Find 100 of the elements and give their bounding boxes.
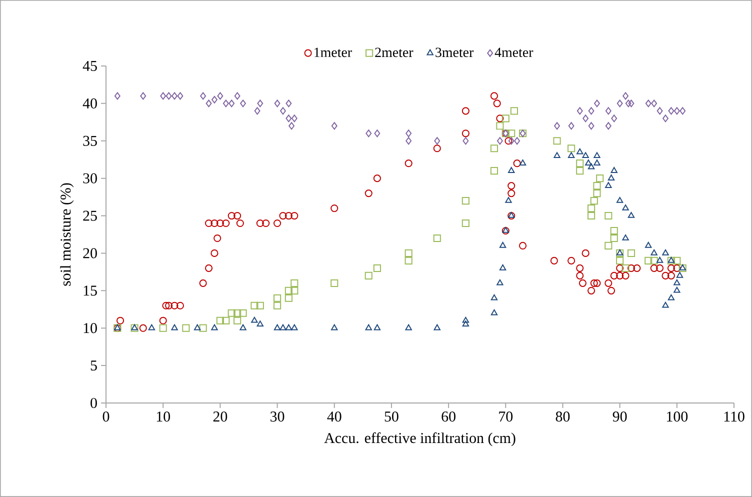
x-tick-label: 60 [442,412,456,422]
point [611,114,618,122]
point [240,324,246,330]
point [554,122,560,130]
point [373,264,381,272]
point [656,256,664,263]
point [576,167,584,175]
point [616,197,624,203]
point [159,324,167,332]
point [616,100,623,108]
x-tick-label: 20 [213,412,228,422]
point [222,316,230,324]
point [608,174,615,180]
point [251,316,258,323]
point [286,114,292,122]
point [148,324,156,330]
point [462,320,470,326]
point [228,309,236,317]
point [662,302,669,308]
point [668,294,675,300]
point [490,167,498,175]
point [365,324,372,330]
point [651,100,658,108]
point [140,92,146,100]
point [216,316,224,324]
point [284,286,292,294]
x-axis-title: Accu. effective infiltration (cm) [324,432,516,446]
point [273,294,282,302]
point [622,234,629,240]
point [171,324,178,330]
point [217,92,224,100]
point [286,100,292,108]
point [490,294,498,300]
point [628,212,635,218]
y-tick-label: 20 [83,248,97,258]
point [674,286,680,293]
point [576,160,584,168]
point [582,152,589,158]
point [434,324,440,330]
point [568,144,576,152]
point [510,107,518,115]
point [496,122,504,130]
point [676,272,684,278]
legend-label: 2meter [375,48,414,58]
point [462,197,470,205]
x-tick-label: 10 [156,412,170,422]
point [182,324,190,332]
point [462,219,470,228]
point [508,167,515,173]
y-tick-label: 0 [90,398,97,408]
y-tick-label: 15 [84,286,97,296]
point [627,249,636,257]
point [576,148,584,154]
legend-label: 4meter [494,48,534,58]
point [290,286,298,294]
point [628,100,634,108]
point [610,234,618,242]
y-tick-label: 45 [82,61,97,71]
point [610,167,618,173]
point [234,309,242,317]
point [505,197,512,203]
point [673,256,681,264]
point [604,242,612,250]
point [625,100,632,108]
point [588,122,594,130]
point [594,100,600,108]
point [499,242,506,248]
y-tick-label: 35 [83,136,97,146]
point [585,160,592,166]
point [662,114,668,122]
point [228,100,235,108]
point [211,324,218,330]
point [645,100,652,108]
point [519,160,526,166]
point [374,324,381,330]
point [280,107,286,115]
point [662,249,669,256]
point [644,256,652,264]
x-tick-label: 70 [499,412,513,422]
point [554,152,560,158]
point [587,204,596,212]
point [433,234,441,242]
point [514,137,520,145]
point [285,324,292,330]
x-tick-label: 110 [724,412,744,422]
x-tick-label: 80 [556,412,570,422]
point [680,107,686,115]
point [605,107,612,115]
x-tick-label: 40 [327,412,342,422]
point [588,163,595,170]
point [496,137,503,145]
point [462,137,469,145]
point [590,197,598,205]
point [374,130,380,138]
point [291,114,298,122]
point [222,100,229,108]
point [404,249,412,257]
point [331,122,338,130]
y-tick-label: 5 [90,360,97,370]
point [240,100,246,108]
